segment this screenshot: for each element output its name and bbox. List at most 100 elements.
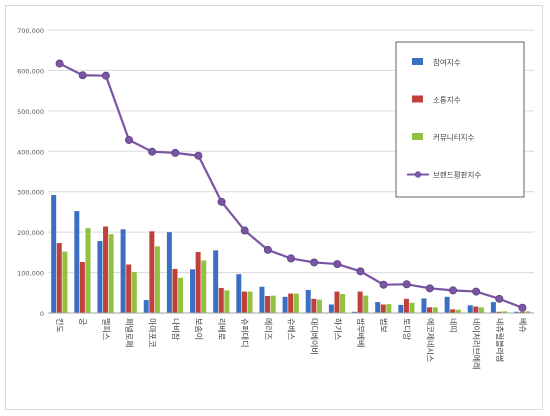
bar-0 xyxy=(97,241,103,313)
bar-0 xyxy=(74,211,80,313)
bar-0 xyxy=(213,250,219,313)
bar-0 xyxy=(328,304,334,313)
reputation-point xyxy=(171,148,180,157)
bar-0 xyxy=(444,296,450,313)
legend-label: 브랜드평판지수 xyxy=(433,170,481,180)
reputation-point xyxy=(194,151,203,160)
bar-2 xyxy=(478,307,484,313)
bar-1 xyxy=(288,293,294,313)
bar-2 xyxy=(386,304,392,313)
reputation-point xyxy=(310,258,319,267)
reputation-point xyxy=(425,284,434,293)
bar-1 xyxy=(56,243,62,313)
x-tick-label: 네띠 xyxy=(449,318,458,333)
reputation-point xyxy=(55,59,64,68)
bar-2 xyxy=(340,293,346,313)
bar-0 xyxy=(190,269,196,313)
bar-0 xyxy=(120,229,126,313)
legend-label: 커뮤니티지수 xyxy=(433,133,474,142)
reputation-point xyxy=(217,197,226,206)
x-tick-label: 밤부베베 xyxy=(356,318,366,347)
legend-swatch-marker xyxy=(414,171,422,178)
y-tick-label: 300,000 xyxy=(17,189,44,197)
legend-label: 소통지수 xyxy=(433,96,461,105)
reputation-point xyxy=(263,245,272,254)
reputation-point xyxy=(148,147,157,156)
bar-1 xyxy=(103,226,109,313)
bar-0 xyxy=(143,300,149,313)
bar-2 xyxy=(270,295,276,313)
y-tick-label: 500,000 xyxy=(17,108,44,116)
bar-1 xyxy=(79,262,85,313)
bar-0 xyxy=(398,304,404,313)
reputation-point xyxy=(125,135,134,144)
bar-1 xyxy=(519,311,525,313)
x-tick-label: 리베로 xyxy=(217,318,226,340)
legend-swatch xyxy=(412,95,423,103)
x-tick-label: 나비잠 xyxy=(171,318,181,341)
reputation-point xyxy=(286,254,295,263)
bar-0 xyxy=(166,232,172,313)
bar-0 xyxy=(236,274,242,313)
bar-2 xyxy=(131,272,137,313)
x-tick-label: 페넬로페 xyxy=(125,318,135,347)
bar-2 xyxy=(316,299,322,313)
bar-2 xyxy=(154,246,160,313)
bar-0 xyxy=(51,194,57,313)
bar-0 xyxy=(514,311,520,313)
grid-lines xyxy=(48,29,534,274)
x-tick-label: 범보 xyxy=(379,318,389,333)
bar-1 xyxy=(473,306,479,313)
bar-1 xyxy=(311,298,317,313)
reputation-point xyxy=(101,71,110,80)
bar-1 xyxy=(195,251,201,313)
bar-0 xyxy=(282,296,288,313)
bar-2 xyxy=(432,307,438,313)
bar-2 xyxy=(455,309,461,313)
x-tick-label: 네이처러브메레 xyxy=(472,318,482,370)
reputation-point xyxy=(402,280,411,289)
x-tick-label: 대디베이비 xyxy=(310,318,320,355)
bar-1 xyxy=(427,307,433,313)
y-axis-ticks: 0 100,000 200,000 300,000 400,000 500,000 600,… xyxy=(17,27,44,318)
y-tick-label: 400,000 xyxy=(17,148,44,156)
legend-swatch xyxy=(412,133,423,140)
x-tick-label: 토디앙 xyxy=(402,318,412,341)
y-tick-label: 0 xyxy=(40,310,44,318)
bar-1 xyxy=(403,298,409,313)
y-tick-label: 600,000 xyxy=(17,67,44,75)
reputation-point xyxy=(518,303,527,312)
x-tick-label: 궁 xyxy=(78,318,87,325)
x-tick-label: 킨도 xyxy=(55,318,65,333)
y-tick-label: 200,000 xyxy=(17,229,44,237)
legend-box xyxy=(395,41,525,198)
bars xyxy=(51,194,531,313)
bar-2 xyxy=(409,302,415,313)
chart-frame: 0 100,000 200,000 300,000 400,000 500,000 600,… xyxy=(5,5,543,410)
bar-0 xyxy=(467,305,473,313)
y-tick-label: 100,000 xyxy=(17,270,44,278)
reputation-point xyxy=(448,286,457,295)
bar-1 xyxy=(241,291,247,313)
bar-2 xyxy=(178,277,184,313)
bar-2 xyxy=(502,311,508,313)
bar-2 xyxy=(247,291,253,313)
bar-0 xyxy=(421,298,427,313)
reputation-point xyxy=(333,260,342,269)
brand-reputation-chart: 0 100,000 200,000 300,000 400,000 500,000 600,… xyxy=(17,27,534,370)
x-tick-label: 에코제네시스 xyxy=(425,318,434,362)
x-tick-label: 멜피스 xyxy=(101,318,111,340)
bar-1 xyxy=(496,311,502,313)
reputation-line xyxy=(55,59,527,312)
bar-1 xyxy=(218,287,224,313)
reputation-point xyxy=(240,226,249,235)
reputation-point xyxy=(356,267,365,276)
bar-1 xyxy=(126,264,132,313)
legend-swatch xyxy=(412,58,423,65)
reputation-point xyxy=(472,287,481,296)
x-axis-labels: 킨도 궁 멜피스 페넬로페 마마포코 나비잠 보솜이 리베로 슈퍼대디 메리즈 슈베스 대디베이비 하기… xyxy=(55,318,527,370)
bar-1 xyxy=(172,268,178,313)
x-tick-label: 보솜이 xyxy=(194,318,204,340)
bar-2 xyxy=(85,228,91,313)
